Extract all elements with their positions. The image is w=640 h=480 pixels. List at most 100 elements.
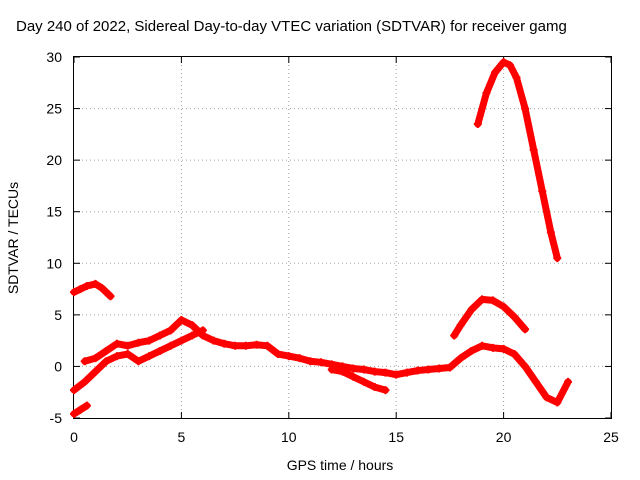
data-point	[295, 354, 304, 363]
plot-frame	[73, 56, 612, 419]
data-point	[521, 325, 530, 334]
data-point	[91, 354, 100, 363]
data-point	[510, 350, 519, 359]
series-arc-mid-dip	[327, 365, 390, 395]
data-point	[82, 281, 91, 290]
data-point	[478, 341, 487, 350]
data-point	[106, 292, 115, 301]
data-point	[553, 398, 562, 407]
series-arc-early-high	[70, 279, 115, 301]
x-tick-label: 10	[281, 429, 297, 445]
data-point	[231, 341, 240, 350]
y-tick-label: 5	[54, 307, 62, 323]
data-layer	[70, 58, 573, 418]
data-point	[70, 409, 78, 418]
data-point	[392, 370, 401, 379]
data-point	[488, 296, 497, 305]
y-tick-label: 0	[54, 358, 62, 374]
data-point	[531, 377, 540, 386]
data-point	[112, 352, 121, 361]
data-point	[123, 350, 132, 359]
x-tick-label: 20	[496, 429, 512, 445]
data-point	[499, 302, 508, 311]
data-point	[306, 357, 315, 366]
data-point	[327, 365, 336, 374]
data-point	[91, 367, 100, 376]
data-point	[456, 321, 465, 330]
data-point	[166, 326, 175, 335]
data-point	[102, 357, 111, 366]
y-tick-label: 15	[46, 204, 62, 220]
y-axis-label: SDTVAR / TECUs	[5, 182, 21, 294]
data-point	[155, 331, 164, 340]
data-point	[317, 358, 326, 367]
series-arc-start-low	[70, 401, 91, 418]
data-point	[145, 336, 154, 345]
data-point	[546, 228, 555, 237]
data-point	[102, 346, 111, 355]
chart-title: Day 240 of 2022, Sidereal Day-to-day VTE…	[16, 18, 567, 35]
data-point	[370, 367, 379, 376]
data-point	[76, 405, 85, 414]
data-point	[134, 338, 143, 347]
data-point	[263, 341, 272, 350]
data-point	[456, 354, 465, 363]
data-point	[123, 341, 132, 350]
x-tick-label: 0	[70, 429, 78, 445]
data-point	[538, 187, 547, 196]
data-point	[450, 331, 459, 340]
x-tick-label: 25	[603, 429, 619, 445]
data-point	[506, 61, 515, 70]
data-point	[220, 339, 229, 348]
data-point	[521, 104, 530, 113]
data-point	[482, 89, 491, 98]
y-tick-label: 25	[46, 101, 62, 117]
series-arc-late-hump	[450, 295, 530, 340]
x-axis-label: GPS time / hours	[287, 457, 394, 473]
y-tick-label: 20	[46, 152, 62, 168]
data-point	[188, 331, 197, 340]
data-point	[166, 341, 175, 350]
data-point	[274, 350, 283, 359]
data-point	[359, 377, 368, 386]
data-point	[424, 365, 433, 374]
data-point	[70, 386, 78, 395]
data-point	[76, 285, 85, 294]
data-point	[402, 368, 411, 377]
data-point	[510, 312, 519, 321]
data-point	[564, 377, 573, 386]
data-point	[488, 343, 497, 352]
data-point	[145, 352, 154, 361]
data-point	[478, 295, 487, 304]
data-point	[499, 58, 508, 67]
data-point	[80, 377, 89, 386]
data-point	[553, 254, 562, 263]
data-point	[91, 279, 100, 288]
data-point	[134, 357, 143, 366]
data-point	[209, 336, 218, 345]
data-point	[70, 288, 78, 297]
y-tick-label: 30	[46, 49, 62, 65]
x-tick-label: 5	[178, 429, 186, 445]
data-point	[529, 145, 538, 154]
data-point	[512, 73, 521, 82]
data-point	[435, 364, 444, 373]
data-point	[467, 346, 476, 355]
data-point	[241, 341, 250, 350]
data-point	[349, 364, 358, 373]
series-trace	[81, 316, 572, 407]
data-point	[381, 386, 390, 395]
data-point	[112, 339, 121, 348]
series-trace	[450, 295, 529, 339]
data-point	[177, 316, 186, 325]
data-point	[82, 401, 91, 410]
data-point	[499, 344, 508, 353]
series-arc-main	[80, 316, 573, 407]
data-point	[521, 362, 530, 371]
data-point	[349, 372, 358, 381]
data-point	[473, 120, 482, 129]
data-point	[97, 284, 106, 293]
y-tick-label: 10	[46, 255, 62, 271]
data-point	[198, 326, 207, 335]
